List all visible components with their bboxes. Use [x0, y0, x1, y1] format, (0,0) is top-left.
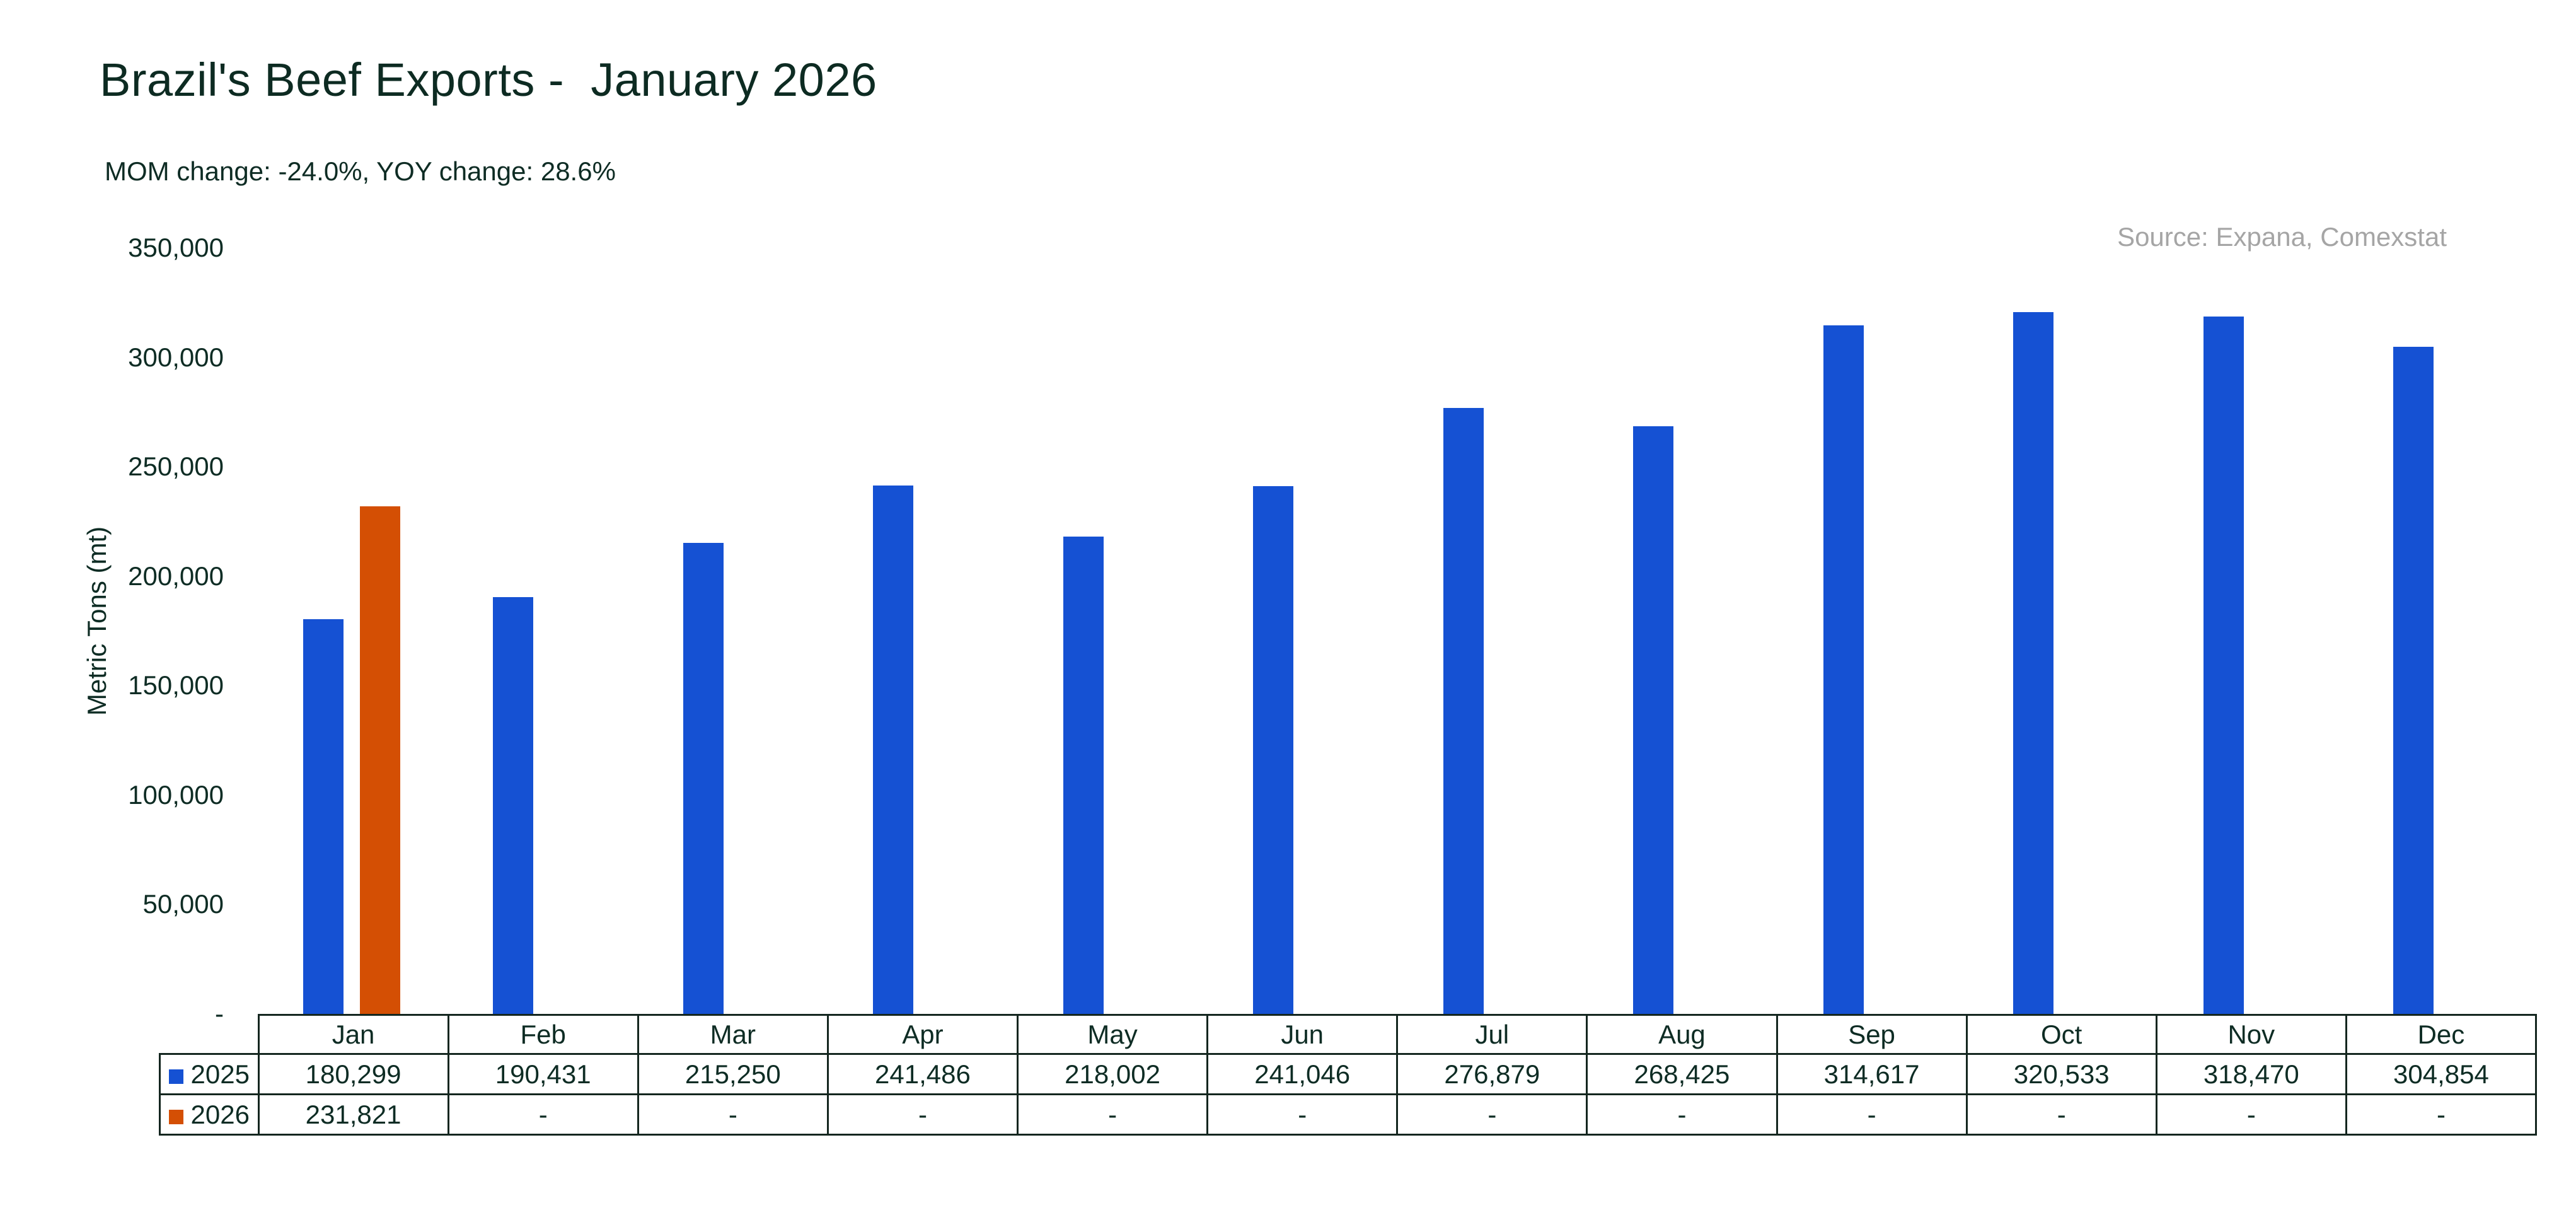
table-corner-cell [160, 1015, 259, 1054]
legend-cell-2026: 2026 [159, 1093, 260, 1136]
bar-2025-jun [1253, 486, 1294, 1014]
table-month-header-nov: Nov [2155, 1014, 2347, 1055]
chart-subtitle: MOM change: -24.0%, YOY change: 28.6% [105, 156, 616, 186]
bar-2025-dec [2393, 347, 2434, 1014]
table-month-header-aug: Aug [1586, 1014, 1778, 1055]
bar-2025-oct [2013, 312, 2054, 1014]
legend-label-2025: 2025 [190, 1059, 250, 1089]
y-axis-tick-label: - [215, 999, 224, 1028]
bar-2025-apr [873, 486, 914, 1014]
table-cell-2025-may: 218,002 [1016, 1053, 1209, 1095]
bar-2025-jan [303, 619, 344, 1014]
y-axis-tick-label: 250,000 [128, 451, 224, 482]
table-cell-2026-sep: - [1776, 1093, 1968, 1136]
table-cell-2026-oct: - [1965, 1093, 2157, 1136]
table-month-header-mar: Mar [637, 1014, 829, 1055]
bar-2025-nov [2203, 317, 2244, 1014]
table-month-header-may: May [1016, 1014, 1209, 1055]
table-month-header-feb: Feb [447, 1014, 639, 1055]
y-axis-tick-label: 100,000 [128, 779, 224, 810]
table-cell-2025-jun: 241,046 [1206, 1053, 1399, 1095]
table-cell-2026-jul: - [1396, 1093, 1588, 1136]
y-axis-tick-label: 50,000 [142, 889, 224, 919]
table-cell-2026-may: - [1016, 1093, 1209, 1136]
bar-2025-may [1063, 537, 1104, 1014]
table-month-header-apr: Apr [826, 1014, 1019, 1055]
table-cell-2026-jan: 231,821 [257, 1093, 449, 1136]
y-axis-tick-label: 350,000 [128, 233, 224, 263]
y-axis-tick-label: 150,000 [128, 670, 224, 701]
table-cell-2026-dec: - [2345, 1093, 2538, 1136]
table-cell-2025-jul: 276,879 [1396, 1053, 1588, 1095]
table-cell-2025-oct: 320,533 [1965, 1053, 2157, 1095]
table-cell-2025-apr: 241,486 [826, 1053, 1019, 1095]
table-cell-2025-nov: 318,470 [2155, 1053, 2347, 1095]
table-row-2025: 2025 180,299 190,431 215,250 241,486 218,002 2… [159, 1053, 2538, 1095]
table-cell-2026-jun: - [1206, 1093, 1399, 1136]
bar-2025-jul [1443, 408, 1484, 1014]
table-month-header-jan: Jan [257, 1014, 449, 1055]
bar-2025-sep [1823, 325, 1864, 1014]
table-month-header-sep: Sep [1776, 1014, 1968, 1055]
table-month-header-jul: Jul [1396, 1014, 1588, 1055]
table-cell-2026-apr: - [826, 1093, 1019, 1136]
bar-2025-mar [683, 543, 724, 1014]
table-cell-2026-aug: - [1586, 1093, 1778, 1136]
table-cell-2026-nov: - [2155, 1093, 2347, 1136]
bar-2026-jan [359, 506, 400, 1014]
legend-swatch-2026 [168, 1109, 183, 1124]
y-axis-tick-label: 200,000 [128, 561, 224, 591]
table-cell-2025-dec: 304,854 [2345, 1053, 2538, 1095]
table-cell-2025-aug: 268,425 [1586, 1053, 1778, 1095]
bar-2025-feb [493, 597, 534, 1014]
table-month-header-oct: Oct [1965, 1014, 2157, 1055]
table-row-2026: 2026 231,821- - - - - - - - - - - [159, 1093, 2538, 1136]
bar-2025-aug [1633, 426, 1674, 1014]
table-cell-2026-mar: - [637, 1093, 829, 1136]
source-note: Source: Expana, Comexstat [2117, 222, 2447, 252]
legend-cell-2025: 2025 [159, 1053, 260, 1095]
legend-swatch-2025 [168, 1069, 183, 1084]
table-cell-2025-jan: 180,299 [257, 1053, 449, 1095]
table-cell-2025-feb: 190,431 [447, 1053, 639, 1095]
table-cell-2025-mar: 215,250 [637, 1053, 829, 1095]
legend-label-2026: 2026 [190, 1099, 250, 1129]
chart-title: Brazil's Beef Exports - January 2026 [100, 54, 877, 106]
table-cell-2026-feb: - [447, 1093, 639, 1136]
table-month-header-dec: Dec [2345, 1014, 2538, 1055]
y-axis-tick-label: 300,000 [128, 342, 224, 372]
table-cell-2025-sep: 314,617 [1776, 1053, 1968, 1095]
table-month-header-jun: Jun [1206, 1014, 1399, 1055]
data-table: Jan Feb Mar Apr May Jun Jul Aug Sep Oct Nov Dec 2025… [159, 1014, 2538, 1136]
